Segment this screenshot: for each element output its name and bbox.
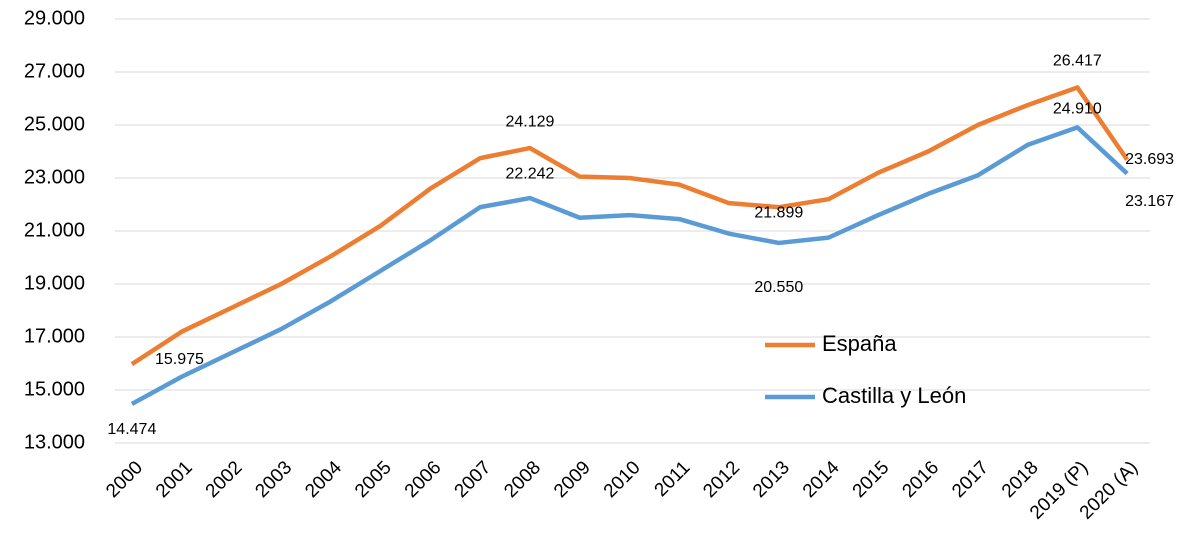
y-tick-label: 23.000 (24, 166, 85, 188)
x-tick-label: 2006 (401, 457, 446, 502)
x-tick-label: 2011 (651, 457, 695, 501)
x-tick-label: 2014 (799, 457, 844, 502)
x-tick-label: 2015 (849, 457, 894, 502)
data-label: 22.242 (506, 165, 555, 182)
data-label: 21.899 (754, 204, 803, 221)
y-tick-label: 21.000 (24, 219, 85, 241)
x-tick-label: 2007 (451, 457, 496, 502)
data-label: 26.417 (1053, 53, 1102, 70)
x-tick-label: 2012 (699, 457, 744, 502)
x-tick-label: 2016 (898, 457, 943, 502)
x-tick-label: 2004 (301, 457, 346, 502)
data-label: 23.167 (1125, 193, 1174, 210)
data-label: 24.910 (1053, 101, 1102, 118)
data-label: 14.474 (107, 421, 156, 438)
x-tick-label: 2000 (102, 457, 147, 502)
x-tick-label: 2018 (998, 457, 1043, 502)
x-tick-label: 2009 (550, 457, 595, 502)
data-label: 20.550 (754, 279, 803, 296)
x-tick-label: 2013 (749, 457, 794, 502)
y-tick-label: 13.000 (24, 431, 85, 453)
x-tick-label: 2003 (252, 457, 297, 502)
data-label: 15.975 (155, 351, 204, 368)
line-series (130, 85, 1129, 367)
y-tick-label: 25.000 (24, 113, 85, 135)
y-tick-label: 15.000 (24, 378, 85, 400)
x-tick-label: 2017 (948, 457, 993, 502)
x-tick-label: 2001 (152, 457, 197, 502)
y-tick-label: 19.000 (24, 272, 85, 294)
y-tick-label: 17.000 (24, 325, 85, 347)
x-tick-label: 2008 (500, 457, 545, 502)
y-tick-label: 27.000 (24, 60, 85, 82)
line-series (130, 125, 1129, 406)
x-tick-label: 2010 (600, 457, 645, 502)
x-tick-label: 2002 (202, 457, 247, 502)
legend-label: Castilla y León (822, 383, 966, 408)
data-label: 24.129 (506, 113, 555, 130)
data-label: 23.693 (1125, 151, 1174, 168)
x-tick-label: 2005 (351, 457, 396, 502)
legend-label: España (822, 331, 897, 356)
y-tick-label: 29.000 (24, 7, 85, 29)
